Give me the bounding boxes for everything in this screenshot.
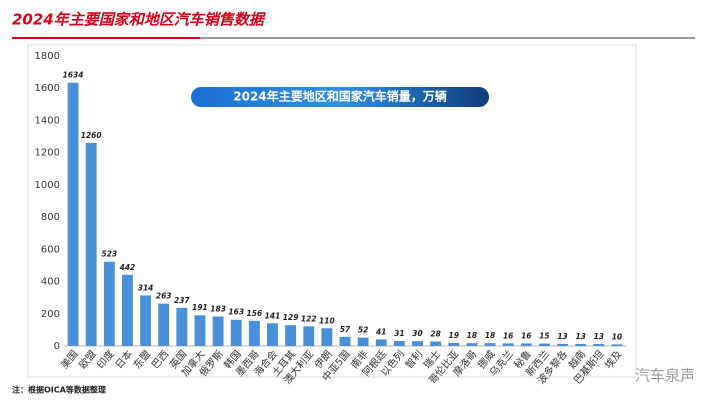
- page-title: 2024年主要国家和地区汽车销售数据: [12, 11, 267, 29]
- bar: [538, 343, 550, 346]
- x-tick-label: 美国: [58, 348, 81, 372]
- chart-title: 2024年主要地区和国家汽车销量，万辆: [233, 89, 446, 104]
- bar: [321, 328, 333, 346]
- y-tick-label: 600: [41, 244, 60, 255]
- bar: [85, 143, 97, 346]
- value-label: 13: [557, 332, 567, 341]
- value-label: 263: [156, 292, 172, 301]
- bar: [466, 343, 478, 346]
- y-tick-label: 800: [41, 212, 60, 223]
- x-tick-label: 欧盟: [77, 348, 99, 371]
- value-label: 31: [394, 329, 404, 338]
- bar: [448, 342, 460, 346]
- value-label: 15: [539, 332, 549, 341]
- x-tick-label: 埃及: [602, 348, 625, 372]
- bar: [593, 343, 605, 346]
- value-label: 1634: [63, 71, 84, 80]
- bar: [158, 303, 170, 346]
- y-tick-label: 200: [41, 309, 60, 320]
- value-label: 18: [485, 331, 495, 340]
- bar: [285, 325, 297, 346]
- y-tick-label: 1600: [35, 83, 60, 94]
- bar: [412, 341, 423, 346]
- bar: [176, 307, 188, 346]
- value-label: 110: [319, 316, 335, 325]
- bar: [520, 343, 532, 346]
- value-label: 129: [283, 313, 299, 322]
- y-tick-label: 0: [54, 341, 60, 352]
- value-label: 41: [376, 327, 386, 336]
- bar: [230, 319, 242, 346]
- bar: [212, 316, 224, 346]
- bar: [122, 274, 133, 346]
- bar: [103, 261, 115, 346]
- value-label: 314: [138, 283, 154, 292]
- value-label: 237: [174, 296, 190, 305]
- value-label: 442: [120, 263, 136, 272]
- bar: [484, 343, 496, 346]
- y-tick-label: 400: [41, 277, 60, 288]
- bar: [267, 323, 278, 346]
- bar: [393, 341, 405, 346]
- bar: [611, 344, 623, 346]
- y-tick-label: 1000: [35, 180, 60, 191]
- y-tick-label: 1400: [35, 115, 60, 126]
- value-label: 28: [430, 329, 440, 338]
- value-label: 57: [340, 325, 351, 334]
- x-tick-label: 智利: [402, 348, 425, 372]
- bar: [375, 339, 387, 346]
- bar: [140, 295, 152, 346]
- watermark: 汽车泉声: [635, 367, 695, 385]
- bar: [502, 343, 514, 346]
- bar: [339, 336, 351, 346]
- value-label: 1260: [81, 131, 102, 140]
- bar: [303, 326, 315, 346]
- bar: [430, 341, 442, 346]
- footnote: 注：根据OICA等数据整理: [12, 385, 106, 395]
- bar: [194, 315, 206, 346]
- bar: [248, 320, 260, 346]
- chart-banner: [189, 85, 491, 109]
- value-label: 141: [265, 311, 281, 320]
- value-label: 19: [449, 331, 459, 340]
- y-tick-label: 1800: [35, 51, 60, 62]
- value-label: 191: [192, 303, 208, 312]
- value-label: 16: [503, 331, 513, 340]
- x-tick-label: 印度: [94, 348, 117, 372]
- x-tick-label: 巴西: [149, 348, 171, 371]
- value-label: 10: [612, 332, 622, 341]
- bar: [357, 337, 369, 346]
- value-label: 13: [575, 332, 585, 341]
- bar: [557, 343, 568, 346]
- y-tick-label: 1200: [35, 148, 60, 159]
- value-label: 13: [594, 332, 604, 341]
- value-label: 183: [210, 305, 226, 314]
- x-tick-label: 日本: [112, 348, 135, 372]
- value-label: 30: [412, 329, 422, 338]
- value-label: 16: [521, 331, 531, 340]
- value-label: 163: [228, 308, 244, 317]
- chart-frame: [27, 44, 637, 378]
- x-tick-label: 东盟: [130, 348, 153, 372]
- value-label: 18: [467, 331, 477, 340]
- value-label: 523: [101, 250, 117, 259]
- value-label: 156: [247, 309, 263, 318]
- bar: [575, 343, 587, 346]
- value-label: 52: [358, 326, 368, 335]
- value-label: 122: [301, 314, 317, 323]
- bar: [67, 82, 79, 346]
